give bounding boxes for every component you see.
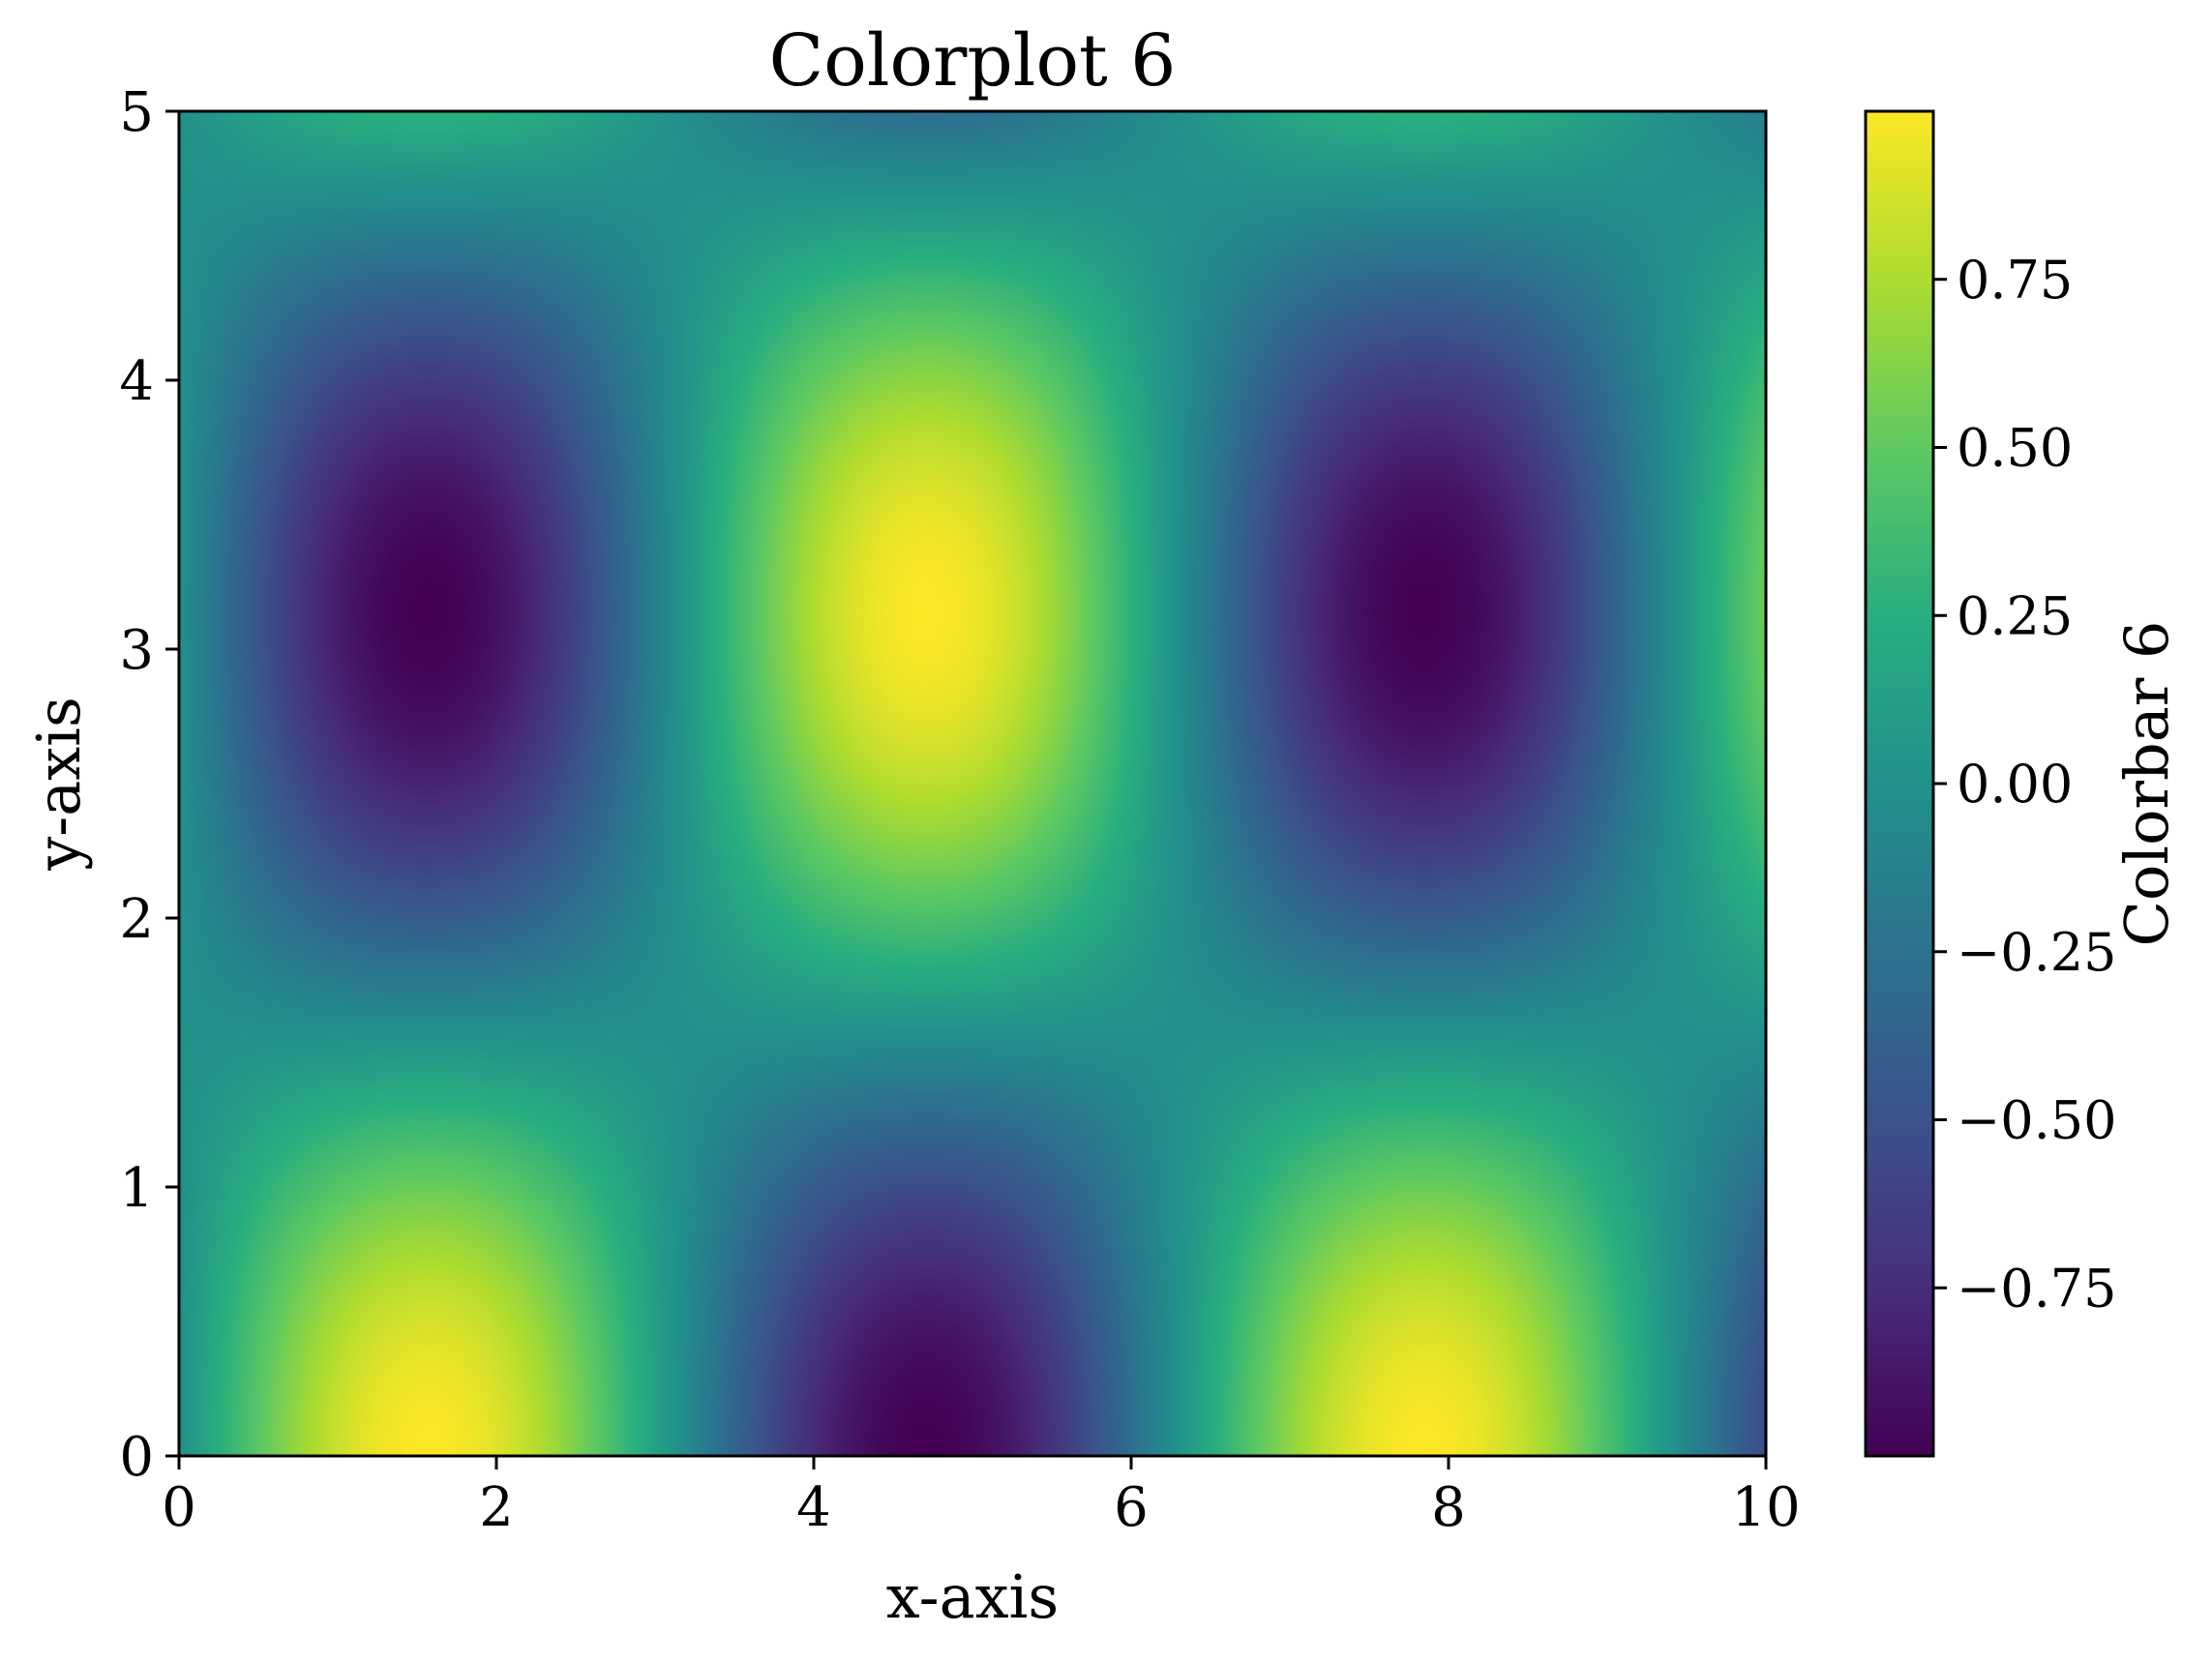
colorbar-tick-label: 0.50 (1957, 418, 2073, 479)
colorbar-tick-label: −0.75 (1957, 1258, 2116, 1319)
heatmap-image (179, 111, 1766, 1456)
y-tick-label: 2 (119, 888, 154, 951)
colorbar-label: Colorbar 6 (2111, 620, 2182, 946)
y-tick-label: 0 (119, 1426, 154, 1489)
colorbar-ticks: 0.75 0.50 0.25 0.00 −0.25 −0.50 −0.75 (1933, 250, 2116, 1319)
colorbar-tick-label: 0.25 (1957, 585, 2073, 646)
colorbar-tick-label: 0.00 (1957, 754, 2073, 815)
x-axis-label: x-axis (886, 1561, 1059, 1632)
x-tick-label: 4 (796, 1476, 831, 1539)
x-tick-label: 6 (1114, 1476, 1149, 1539)
plot-frame (177, 109, 1768, 1458)
plot-area (177, 109, 1768, 1458)
colorbar: 0.75 0.50 0.25 0.00 −0.25 −0.50 −0.75 Colorbar… (1864, 109, 2182, 1458)
x-tick-label: 2 (479, 1476, 514, 1539)
y-tick-label: 3 (119, 619, 154, 682)
x-tick-label: 10 (1731, 1476, 1800, 1539)
chart-title: Colorplot 6 (769, 19, 1177, 103)
y-tick-label: 5 (119, 81, 154, 144)
colorbar-tick-label: −0.50 (1957, 1090, 2116, 1151)
x-tick-label: 0 (162, 1476, 196, 1539)
colorbar-gradient (1864, 109, 1935, 1458)
y-axis-label: y-axis (23, 697, 94, 872)
x-tick-label: 8 (1431, 1476, 1466, 1539)
colorbar-tick-label: 0.75 (1957, 250, 2073, 311)
colorbar-tick-label: −0.25 (1957, 922, 2116, 983)
x-axis-ticks: 0 2 4 6 8 10 (162, 1456, 1801, 1539)
y-tick-label: 4 (119, 350, 154, 413)
y-axis-ticks: 0 1 2 3 4 5 (119, 81, 179, 1489)
y-tick-label: 1 (119, 1157, 154, 1220)
